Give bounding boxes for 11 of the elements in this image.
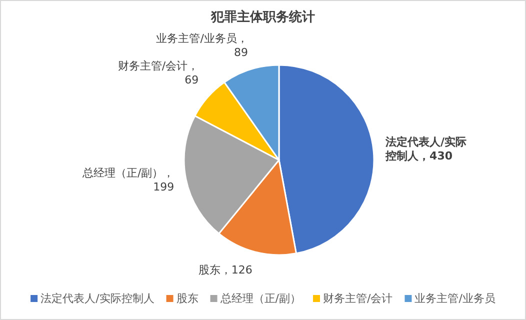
- data-label: 业务主管/业务员，89: [156, 32, 248, 59]
- legend-label: 股东: [176, 292, 198, 305]
- legend-label: 总经理（正/副）: [219, 292, 301, 305]
- legend-label: 法定代表人/实际控制人: [40, 292, 154, 305]
- data-label: 股东，126: [198, 264, 252, 277]
- chart-title: 犯罪主体职务统计: [210, 9, 315, 25]
- data-label: 财务主管/会计，69: [118, 59, 199, 86]
- legend-label: 财务主管/会计: [323, 292, 393, 305]
- data-label: 法定代表人/实际控制人，430: [384, 135, 467, 162]
- legend-label: 业务主管/业务员: [414, 292, 496, 305]
- data-label: 总经理（正/副），199: [81, 166, 174, 194]
